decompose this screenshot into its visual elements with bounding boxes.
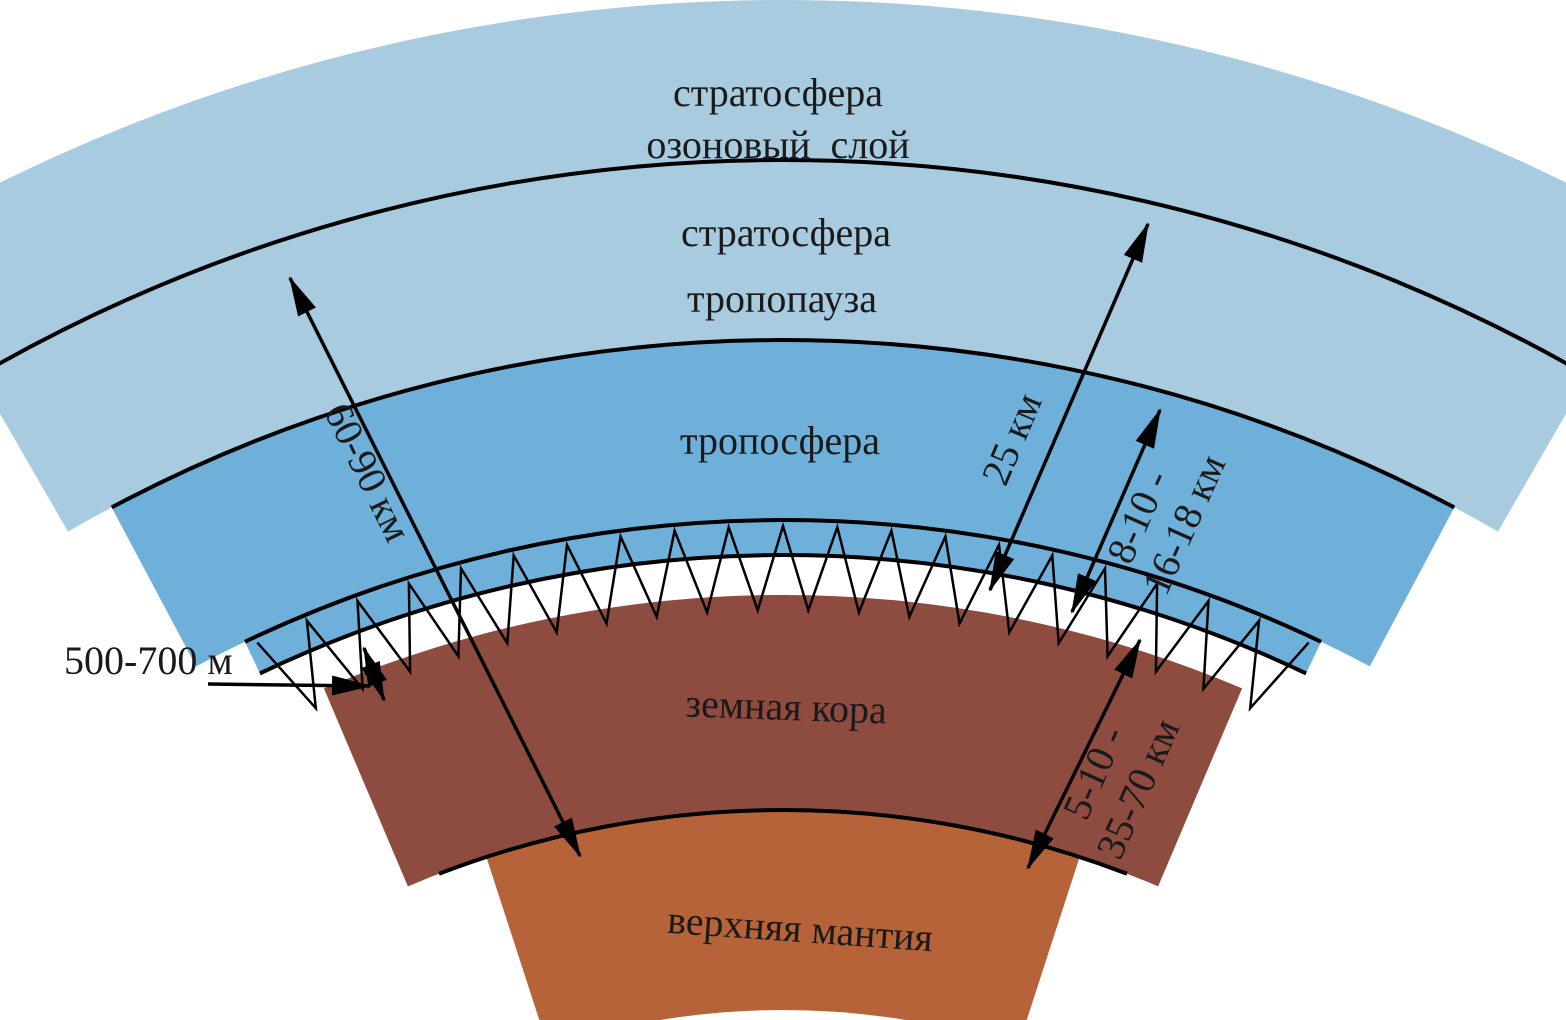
biosphere-soil-label: 500-700 м xyxy=(64,638,233,683)
total-thickness-arrow xyxy=(288,276,582,858)
upper-stratosphere-label: стратосфера xyxy=(673,70,883,115)
ozone-boundary-line xyxy=(0,158,1566,366)
earth-crust-label: земная кора xyxy=(685,680,888,732)
ozone-layer-label: озоновый слой xyxy=(646,122,909,167)
stratosphere-label: стратосфера xyxy=(681,210,891,255)
tropopause-label: тропопауза xyxy=(687,276,877,321)
crust-thickness-arrow xyxy=(1026,638,1142,870)
ozone-height-arrow xyxy=(988,222,1150,592)
stratosphere-band xyxy=(0,0,1566,532)
troposphere-label: тропосфера xyxy=(680,418,880,463)
soil-thickness-arrow xyxy=(361,646,387,702)
upper-mantle-band xyxy=(486,809,1080,1020)
soil-pointer-line xyxy=(207,675,372,696)
troposphere-thickness-arrow xyxy=(1070,408,1162,614)
